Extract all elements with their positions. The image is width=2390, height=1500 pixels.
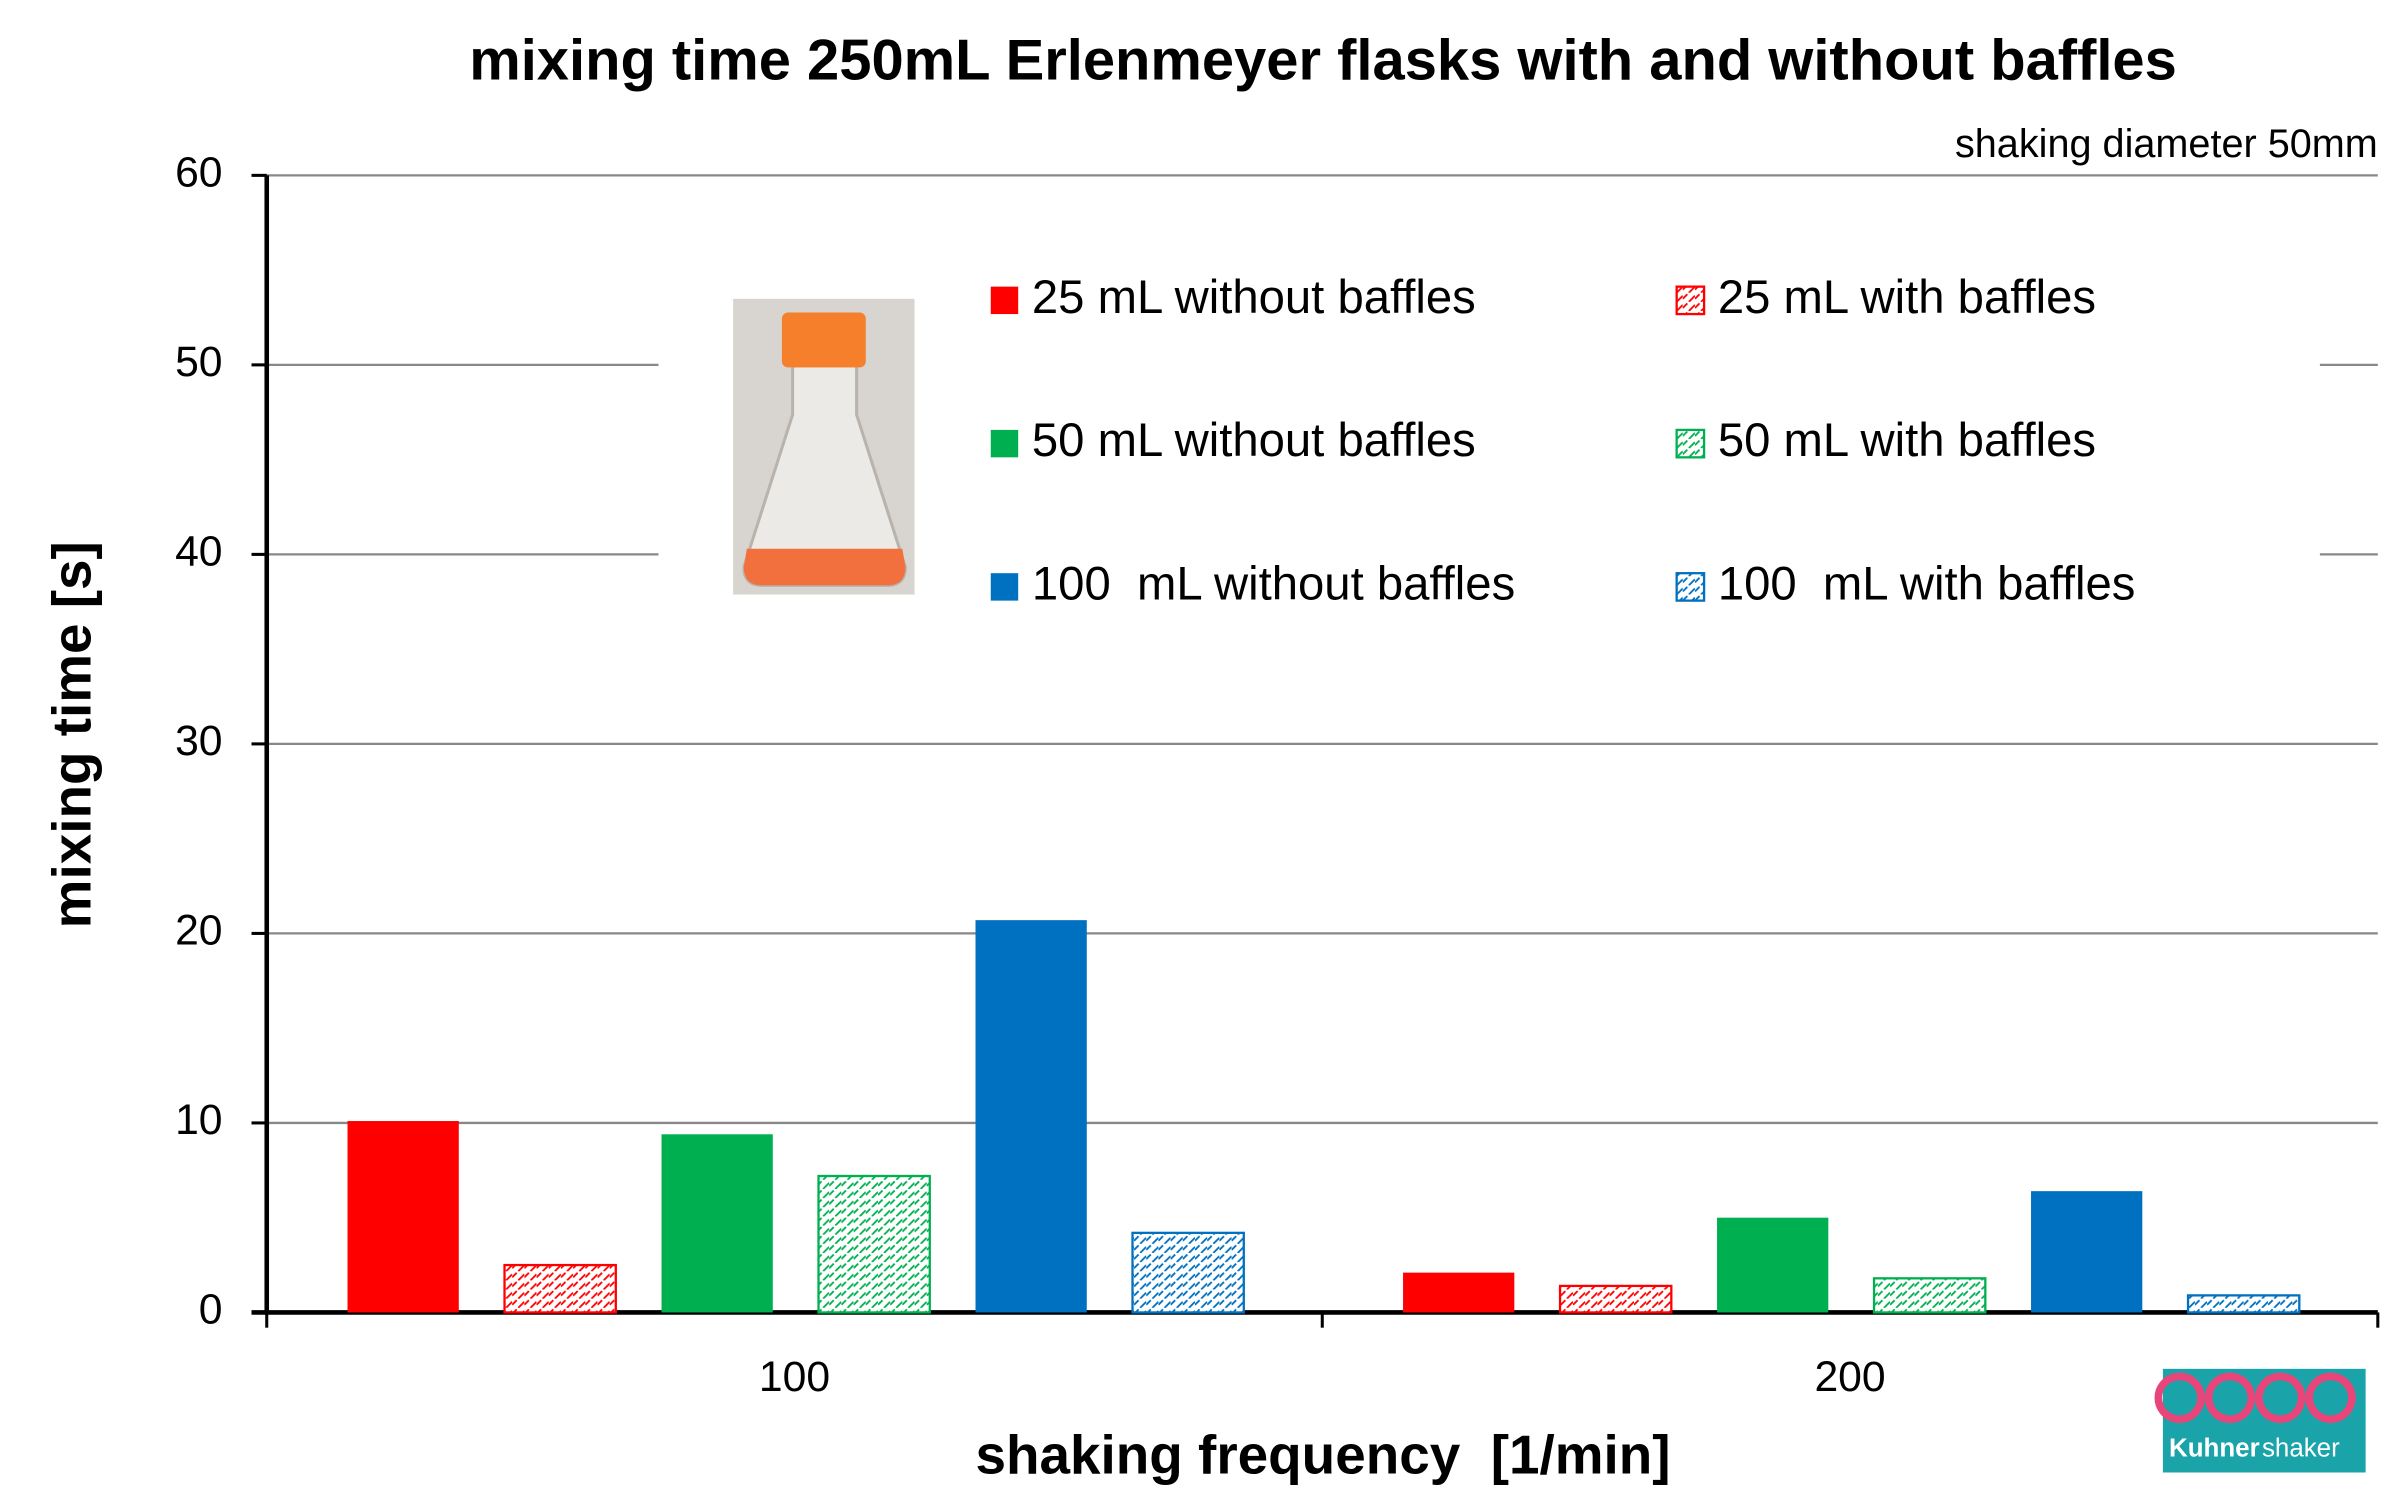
y-tick-label: 60 [175,149,222,197]
legend-label: 50 mL without baffles [1032,414,1476,467]
legend-swatch [1677,430,1704,457]
x-tick-label: 100 [759,1353,830,1401]
x-axis-label: shaking frequency [1/min] [976,1423,1671,1485]
y-tick-label: 20 [175,907,222,955]
legend-label: 25 mL without baffles [1032,271,1476,324]
y-axis-label: mixing time [s] [41,541,103,928]
y-tick-label: 0 [199,1286,223,1334]
legend-label: 50 mL with baffles [1718,414,2096,467]
chart: mixing time 250mL Erlenmeyer flasks with… [0,0,2390,1500]
legend-label: 100 mL with baffles [1718,557,2136,610]
bar [1133,1233,1244,1313]
logo-brand: Kuhner [2169,1434,2260,1462]
legend-swatch [991,430,1018,457]
bar [1403,1273,1514,1313]
chart-subtitle: shaking diameter 50mm [1955,122,2378,166]
chart-title: mixing time 250mL Erlenmeyer flasks with… [469,28,2177,92]
bar [662,1134,773,1312]
logo: Kuhner shaker [2158,1369,2365,1473]
y-tick-label: 10 [175,1096,222,1144]
bar [976,920,1087,1312]
bar [2188,1295,2299,1312]
legend-swatch [1677,573,1704,600]
legend-label: 25 mL with baffles [1718,271,2096,324]
legend-swatch [991,287,1018,314]
bar [1717,1218,1828,1313]
bar [819,1176,930,1312]
x-tick-label: 200 [1814,1353,1885,1401]
legend-label: 100 mL without baffles [1032,557,1515,610]
bar [1874,1278,1985,1312]
y-tick-label: 30 [175,717,222,765]
bar [505,1265,616,1312]
legend-swatch [991,573,1018,600]
bar [2031,1191,2142,1312]
bar [1560,1286,1671,1313]
legend-swatch [1677,287,1704,314]
flask-photo [733,299,914,595]
page: {"chart_data": {"type": "bar", "title": … [0,0,2390,1500]
y-tick-label: 40 [175,528,222,576]
y-tick-label: 50 [175,338,222,386]
logo-word: shaker [2262,1434,2340,1462]
bar [348,1121,459,1312]
